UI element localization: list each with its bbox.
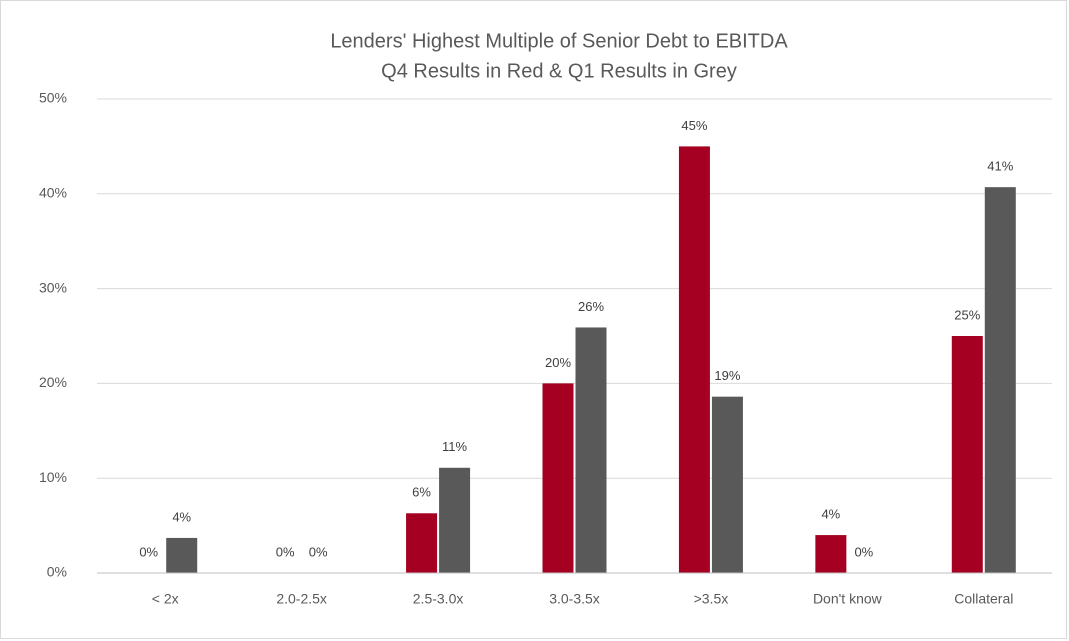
- y-tick-label: 20%: [39, 374, 67, 390]
- value-label: 4%: [821, 507, 840, 522]
- value-label: 0%: [139, 544, 158, 559]
- value-label: 0%: [309, 544, 328, 559]
- x-tick-label: 3.0-3.5x: [549, 591, 600, 607]
- bar: [951, 336, 983, 573]
- value-label: 0%: [276, 544, 295, 559]
- value-label: 11%: [442, 439, 467, 454]
- bar: [711, 396, 743, 573]
- x-tick-label: Don't know: [813, 591, 883, 607]
- value-label: 0%: [854, 544, 873, 559]
- bar: [815, 535, 847, 573]
- chart-title: Lenders' Highest Multiple of Senior Debt…: [330, 30, 788, 52]
- x-tick-label: >3.5x: [694, 591, 729, 607]
- x-tick-label: < 2x: [152, 591, 179, 607]
- bar: [575, 327, 607, 573]
- y-tick-label: 50%: [39, 90, 67, 106]
- bar: [406, 513, 438, 573]
- bar: [678, 146, 710, 573]
- value-label: 6%: [412, 485, 431, 500]
- value-label: 25%: [954, 307, 980, 322]
- y-tick-label: 30%: [39, 279, 67, 295]
- x-tick-label: 2.0-2.5x: [276, 591, 327, 607]
- value-label: 19%: [714, 368, 740, 383]
- value-label: 41%: [987, 159, 1013, 174]
- bar: [439, 467, 471, 573]
- value-label: 4%: [172, 509, 191, 524]
- y-tick-label: 0%: [47, 564, 67, 580]
- value-label: 45%: [681, 118, 707, 133]
- bar: [984, 187, 1016, 573]
- bar: [166, 537, 198, 573]
- value-label: 20%: [545, 355, 571, 370]
- x-tick-label: Collateral: [954, 591, 1013, 607]
- y-tick-label: 40%: [39, 185, 67, 201]
- chart-subtitle: Q4 Results in Red & Q1 Results in Grey: [381, 60, 737, 82]
- x-tick-label: 2.5-3.0x: [413, 591, 464, 607]
- value-label: 26%: [578, 299, 604, 314]
- y-tick-label: 10%: [39, 469, 67, 485]
- bar: [542, 383, 574, 573]
